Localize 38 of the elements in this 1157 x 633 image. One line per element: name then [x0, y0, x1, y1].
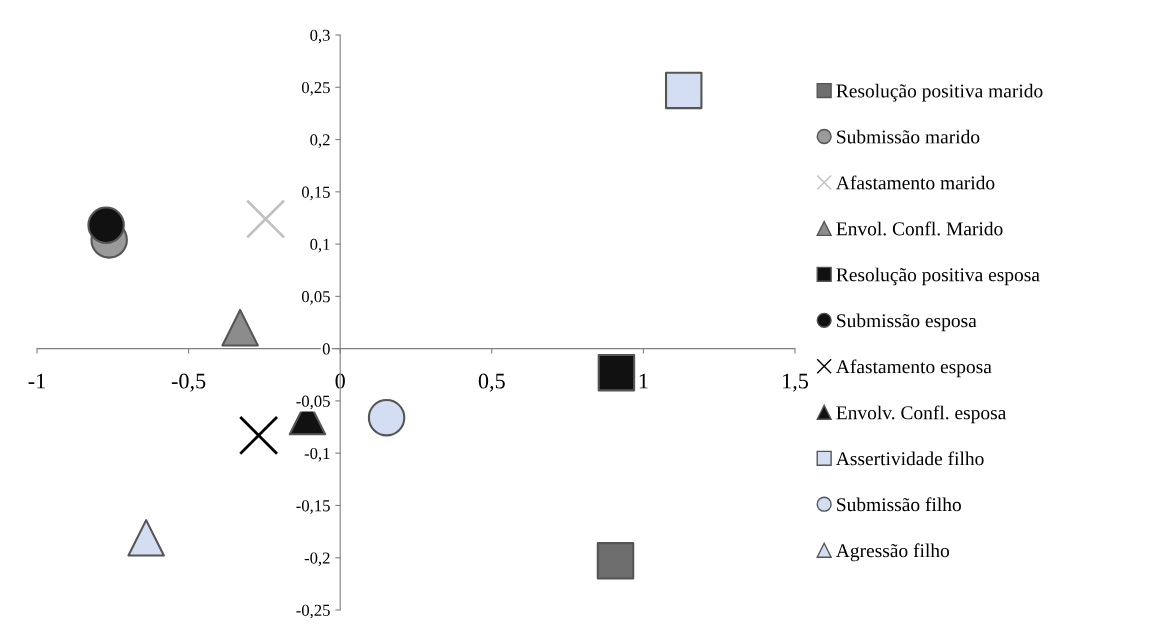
- point: [664, 71, 703, 110]
- legend-label: Submissão esposa: [837, 313, 977, 332]
- point: [238, 415, 279, 456]
- y-tick-label: -0,2: [304, 552, 330, 567]
- legend-label: Afastamento esposa: [836, 359, 992, 378]
- x-tick-label: 0,5: [478, 373, 505, 392]
- y-tick-label: 0: [322, 343, 330, 355]
- x-tick-label: 1,5: [783, 373, 809, 392]
- y-tick-label: 0,1: [310, 238, 330, 253]
- legend-label: Resolução positiva marido: [836, 83, 1043, 102]
- y-tick-label: -0,25: [296, 604, 330, 619]
- y-tick-label: -0,05: [296, 395, 330, 410]
- point: [87, 206, 125, 245]
- point: [596, 542, 635, 580]
- y-tick-label: 0,25: [301, 81, 330, 96]
- legend-label: Envol. Confl. Marido: [836, 221, 1003, 236]
- legend-label: Submissão marido: [837, 129, 980, 144]
- x-tick-label: 0: [335, 373, 345, 389]
- legend-label: Submissão filho: [837, 497, 961, 512]
- legend-label: Afastamento marido: [836, 175, 995, 190]
- point: [367, 398, 406, 437]
- y-tick-label: 0,15: [301, 186, 330, 201]
- x-tick-label: -0,5: [171, 373, 206, 392]
- y-tick-label: -0,15: [296, 500, 330, 514]
- legend-label: Agressão filho: [836, 543, 950, 562]
- point: [221, 308, 259, 347]
- y-tick-label: 0,3: [310, 29, 330, 44]
- x-tick-label: 1: [639, 373, 648, 389]
- point: [597, 353, 636, 392]
- point: [127, 519, 165, 557]
- point: [245, 199, 286, 239]
- y-tick-label: 0,05: [301, 291, 330, 305]
- legend-label: Assertividade filho: [836, 451, 984, 466]
- y-tick-label: 0,2: [310, 134, 330, 148]
- legend-label: Envolv. Confl. esposa: [836, 405, 1007, 424]
- x-tick-label: -1: [28, 373, 45, 389]
- y-tick-label: -0,1: [304, 447, 330, 462]
- legend-label: Resolução positiva esposa: [836, 267, 1040, 286]
